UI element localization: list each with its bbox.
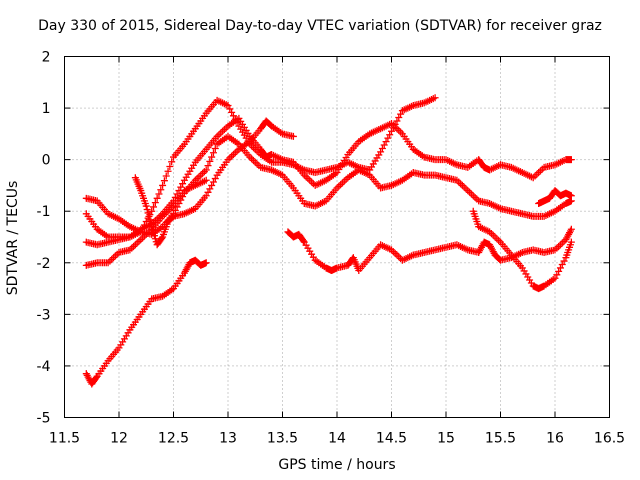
y-axis-ticks: -5 -4 -3 -2 -1 0 1 2 bbox=[37, 50, 610, 427]
series-arc-9 bbox=[535, 187, 575, 207]
data-point bbox=[150, 232, 158, 240]
data-point bbox=[147, 219, 155, 227]
data-point bbox=[567, 225, 575, 233]
x-tick-label: 11.5 bbox=[49, 431, 80, 447]
data-point bbox=[567, 238, 575, 246]
data-point bbox=[208, 153, 216, 161]
y-tick-label: -1 bbox=[37, 204, 51, 220]
plot-frame bbox=[64, 56, 610, 418]
data-point bbox=[202, 166, 210, 174]
series-arc-8 bbox=[469, 207, 575, 293]
y-tick-label: -4 bbox=[37, 359, 51, 375]
y-tick-label: -5 bbox=[37, 411, 51, 427]
series-arc-6 bbox=[131, 117, 297, 249]
data-point bbox=[160, 177, 168, 185]
data-point bbox=[153, 194, 161, 202]
data-point bbox=[168, 158, 176, 166]
data-point bbox=[567, 192, 575, 200]
x-axis-ticks: 11.5 12 12.5 13 13.5 14 14.5 15 15.5 16 16.5 bbox=[49, 56, 625, 447]
data-point bbox=[149, 226, 157, 234]
data-point bbox=[146, 216, 154, 224]
x-tick-label: 13 bbox=[219, 431, 237, 447]
data-point bbox=[202, 259, 210, 267]
y-tick-label: -3 bbox=[37, 307, 51, 323]
data-point bbox=[144, 209, 152, 217]
chart-title: Day 330 of 2015, Sidereal Day-to-day VTE… bbox=[38, 18, 602, 34]
series-arc-7 bbox=[284, 225, 575, 275]
data-point bbox=[206, 157, 214, 165]
y-tick-label: -2 bbox=[37, 256, 51, 272]
data-point bbox=[155, 190, 163, 198]
x-tick-label: 13.5 bbox=[267, 431, 298, 447]
x-tick-label: 12 bbox=[110, 431, 128, 447]
data-point bbox=[211, 144, 219, 152]
grid bbox=[64, 56, 610, 418]
x-tick-label: 16 bbox=[546, 431, 564, 447]
x-tick-label: 14 bbox=[328, 431, 346, 447]
data-point bbox=[164, 167, 172, 175]
data-point bbox=[209, 149, 217, 157]
data-point bbox=[159, 181, 167, 189]
data-point bbox=[142, 202, 150, 210]
data-points bbox=[82, 94, 575, 388]
data-point bbox=[162, 172, 170, 180]
data-point bbox=[151, 235, 159, 243]
x-tick-label: 14.5 bbox=[376, 431, 407, 447]
data-point bbox=[431, 94, 439, 102]
x-axis-label: GPS time / hours bbox=[278, 457, 396, 473]
y-tick-label: 1 bbox=[42, 101, 51, 117]
x-tick-label: 12.5 bbox=[158, 431, 189, 447]
data-point bbox=[202, 176, 210, 184]
data-point bbox=[157, 186, 165, 194]
data-point bbox=[204, 162, 212, 170]
data-point bbox=[150, 229, 158, 237]
data-point bbox=[148, 207, 156, 215]
data-point bbox=[145, 212, 153, 220]
data-point bbox=[150, 203, 158, 211]
data-point bbox=[151, 199, 159, 207]
series-arc-3 bbox=[82, 132, 575, 238]
data-point bbox=[143, 205, 151, 213]
y-tick-label: 2 bbox=[42, 50, 51, 66]
data-point bbox=[299, 237, 307, 245]
data-point bbox=[289, 132, 297, 140]
x-tick-label: 16.5 bbox=[594, 431, 625, 447]
x-tick-label: 15 bbox=[437, 431, 455, 447]
y-axis-label: SDTVAR / TECUs bbox=[5, 180, 21, 296]
x-tick-label: 15.5 bbox=[485, 431, 516, 447]
data-point bbox=[92, 374, 100, 382]
data-point bbox=[166, 163, 174, 171]
data-point bbox=[148, 223, 156, 231]
data-point bbox=[567, 156, 575, 164]
data-point bbox=[158, 234, 166, 242]
y-tick-label: 0 bbox=[42, 153, 51, 169]
series-arc-1 bbox=[82, 256, 210, 388]
